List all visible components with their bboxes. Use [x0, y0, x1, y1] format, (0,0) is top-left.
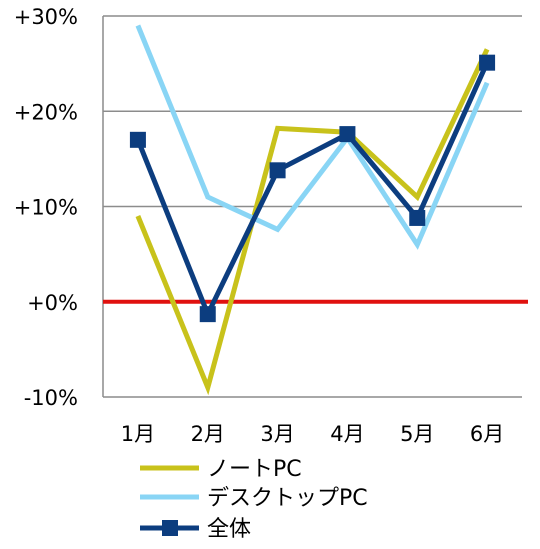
- x-tick-label: 6月: [470, 422, 504, 446]
- x-tick-label: 4月: [330, 422, 364, 446]
- y-tick-label: +10%: [14, 196, 78, 220]
- x-tick-label: 2月: [191, 422, 225, 446]
- data-point-marker: [199, 306, 216, 323]
- data-point-marker: [409, 209, 426, 226]
- x-tick-labels: 1月 2月 3月 4月 5月 6月: [121, 422, 505, 446]
- data-point-marker: [339, 126, 356, 143]
- data-point-marker: [479, 54, 496, 71]
- legend-label: デスクトップPC: [207, 486, 368, 511]
- y-tick-label: +0%: [27, 291, 78, 315]
- series-line: [135, 48, 490, 396]
- series-line: [135, 24, 490, 250]
- legend: ノートPC デスクトップPC 全体: [140, 457, 368, 542]
- y-tick-label: +20%: [14, 100, 78, 124]
- legend-marker: [162, 520, 178, 536]
- x-tick-label: 1月: [121, 422, 155, 446]
- data-point-marker: [269, 162, 286, 179]
- series-line: [135, 61, 490, 321]
- legend-label: 全体: [207, 517, 251, 542]
- x-tick-label: 3月: [260, 422, 294, 446]
- data-point-marker: [129, 131, 146, 148]
- y-tick-labels: +30% +20% +10% +0% -10%: [14, 5, 78, 410]
- y-tick-label: -10%: [24, 386, 78, 410]
- x-tick-label: 5月: [400, 422, 434, 446]
- series-lines: [129, 24, 496, 396]
- legend-label: ノートPC: [207, 457, 302, 482]
- y-tick-label: +30%: [14, 5, 78, 29]
